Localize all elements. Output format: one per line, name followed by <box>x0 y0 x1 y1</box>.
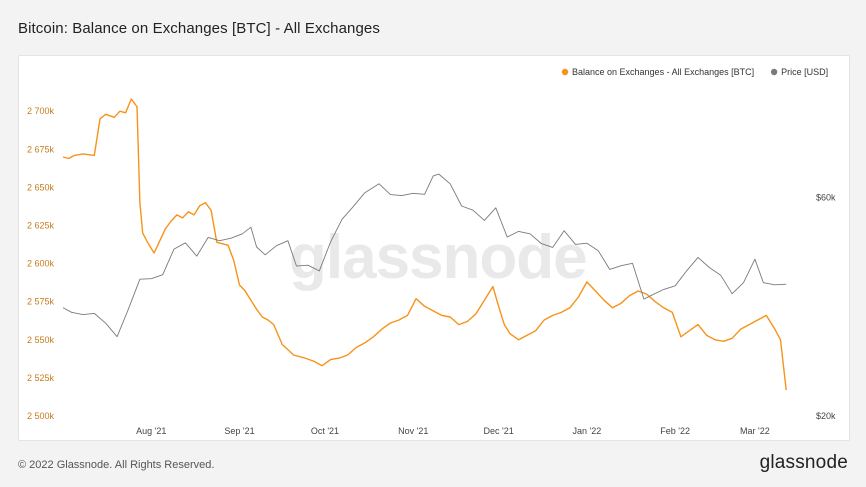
y-left-tick-6: 2 650k <box>27 182 55 192</box>
y-left-tick-1: 2 525k <box>27 373 55 383</box>
chart-panel: glassnode 2 500k 2 525k 2 550k 2 575k 2 600k… <box>18 55 850 441</box>
y-left-tick-4: 2 600k <box>27 259 55 269</box>
series-line-0 <box>62 98 787 391</box>
legend-marker-1 <box>770 68 778 76</box>
left-axis-ticks: 2 500k 2 525k 2 550k 2 575k 2 600k 2 625k 2 65… <box>27 106 55 421</box>
series-lines <box>62 98 787 391</box>
copyright-text: © 2022 Glassnode. All Rights Reserved. <box>18 459 215 471</box>
legend-label-1: Price [USD] <box>781 67 828 77</box>
chart-svg: glassnode 2 500k 2 525k 2 550k 2 575k 2 600k… <box>27 67 836 436</box>
y-left-tick-2: 2 550k <box>27 335 55 345</box>
y-left-tick-8: 2 700k <box>27 106 55 116</box>
x-tick-6: Feb '22 <box>660 426 690 436</box>
legend[interactable]: Balance on Exchanges - All Exchanges [BT… <box>561 67 828 77</box>
y-right-tick-1: $60k <box>816 193 836 203</box>
right-axis-ticks: $20k $60k <box>816 193 836 421</box>
y-left-tick-5: 2 625k <box>27 221 55 231</box>
x-tick-2: Oct '21 <box>311 426 339 436</box>
y-right-tick-0: $20k <box>816 411 836 421</box>
y-left-tick-7: 2 675k <box>27 144 55 154</box>
y-left-tick-3: 2 575k <box>27 297 55 307</box>
y-left-tick-0: 2 500k <box>27 411 55 421</box>
x-tick-1: Sep '21 <box>224 426 254 436</box>
x-tick-4: Dec '21 <box>484 426 514 436</box>
x-tick-3: Nov '21 <box>398 426 428 436</box>
brand-logo[interactable]: glassnode <box>759 452 848 473</box>
x-tick-7: Mar '22 <box>740 426 770 436</box>
legend-label-0: Balance on Exchanges - All Exchanges [BT… <box>572 67 754 77</box>
series-line-1 <box>62 173 787 338</box>
x-tick-0: Aug '21 <box>136 426 166 436</box>
page-title: Bitcoin: Balance on Exchanges [BTC] - Al… <box>18 20 380 37</box>
watermark: glassnode <box>289 223 587 292</box>
x-tick-5: Jan '22 <box>573 426 602 436</box>
x-axis-ticks: Aug '21 Sep '21 Oct '21 Nov '21 Dec '21 Jan '… <box>136 426 770 436</box>
legend-marker-0 <box>561 68 569 76</box>
